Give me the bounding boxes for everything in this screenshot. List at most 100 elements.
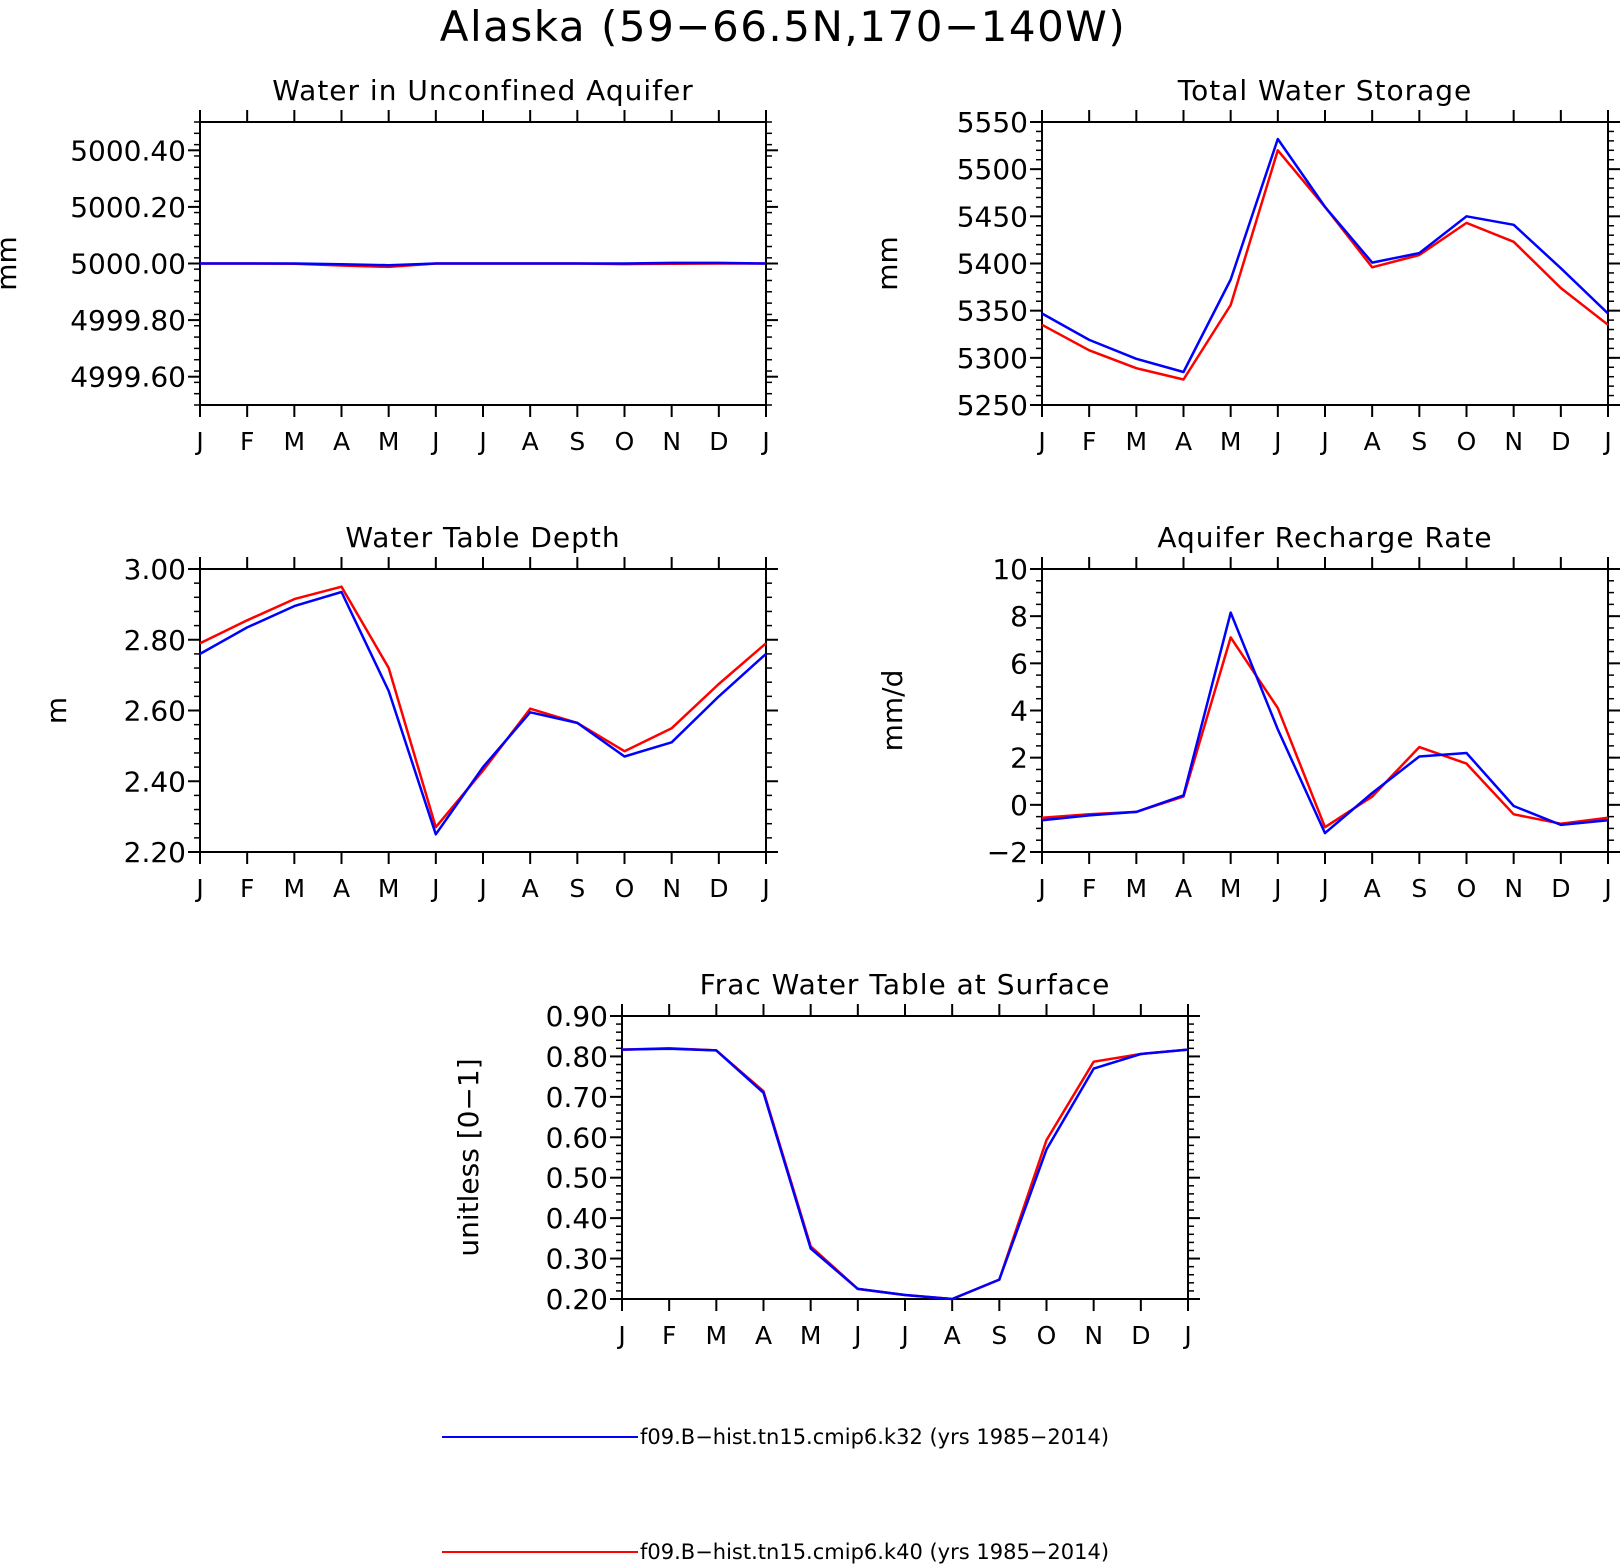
x-tick-label: S [1411, 427, 1427, 456]
series-line-blue [200, 261, 767, 267]
series-line-blue [199, 590, 767, 836]
x-tick-label: J [1182, 1321, 1191, 1350]
x-tick-label: N [1084, 1321, 1103, 1350]
y-tick-label: 6 [1010, 647, 1028, 680]
plot-frame [1041, 121, 1609, 406]
y-tick-label: −2 [987, 836, 1028, 869]
x-tick-label: J [760, 874, 769, 903]
x-tick-label: J [1036, 874, 1045, 903]
x-tick-label: A [1364, 427, 1381, 456]
figure-title: Alaska (59−66.5N,170−140W) [440, 2, 1126, 51]
x-tick-label: J [1272, 427, 1281, 456]
y-tick-label: 0.70 [546, 1081, 608, 1114]
y-tick-label: 2.20 [124, 836, 186, 869]
x-tick-label: M [1126, 427, 1148, 456]
y-axis-label: unitless [0−1] [452, 1058, 485, 1256]
y-tick-label: 0.50 [546, 1162, 608, 1195]
y-tick-label: 2.80 [124, 624, 186, 657]
x-tick-label: J [1036, 427, 1045, 456]
plot-frame [621, 1015, 1189, 1300]
x-tick-label: O [615, 874, 635, 903]
y-axis-label: mm/d [876, 670, 909, 752]
x-tick-label: F [1082, 427, 1096, 456]
legend: f09.B−hist.tn15.cmip6.k32 (yrs 1985−2014… [442, 1425, 1109, 1564]
x-tick-label: A [333, 874, 350, 903]
y-tick-label: 3.00 [124, 553, 186, 586]
x-tick-label: F [240, 874, 254, 903]
y-tick-label: 5400 [957, 248, 1028, 281]
x-tick-label: J [430, 874, 439, 903]
chart-title: Total Water Storage [1177, 74, 1473, 107]
x-tick-label: A [1364, 874, 1381, 903]
y-tick-label: 0.40 [546, 1202, 608, 1235]
y-tick-label: 2.60 [124, 695, 186, 728]
series-line-blue [1041, 137, 1609, 374]
y-tick-label: 5300 [957, 342, 1028, 375]
x-tick-label: M [1220, 874, 1242, 903]
x-tick-label: N [1504, 874, 1523, 903]
y-tick-label: 2 [1010, 742, 1028, 775]
x-tick-label: F [1082, 874, 1096, 903]
x-tick-label: M [800, 1321, 822, 1350]
legend-item: f09.B−hist.tn15.cmip6.k40 (yrs 1985−2014… [442, 1540, 1109, 1564]
panels: J F M A M J J A S O N D J4999.604999.805000.005000.2… [0, 74, 1620, 1350]
x-tick-label: J [194, 427, 203, 456]
x-tick-label: M [1220, 427, 1242, 456]
x-tick-label: M [284, 874, 306, 903]
y-tick-label: 5550 [957, 106, 1028, 139]
y-tick-label: 2.40 [124, 765, 186, 798]
series-line-red [621, 1047, 1189, 1301]
chart-water-unconfined-aquifer: J F M A M J J A S O N D J4999.604999.805000.005000.2… [0, 74, 778, 456]
x-tick-label: N [662, 874, 681, 903]
x-tick-label: M [1126, 874, 1148, 903]
x-tick-label: D [1131, 1321, 1150, 1350]
x-tick-label: F [662, 1321, 676, 1350]
y-tick-label: 0.80 [546, 1040, 608, 1073]
x-tick-label: J [194, 874, 203, 903]
x-tick-label: J [430, 427, 439, 456]
y-tick-label: 5000.00 [70, 248, 186, 281]
x-tick-label: S [569, 874, 585, 903]
x-tick-label: O [1457, 874, 1477, 903]
chart-frac-water-table-surface: J F M A M J J A S O N D J0.200.300.400.500.600.700.8… [452, 968, 1200, 1350]
x-tick-label: J [477, 427, 486, 456]
x-tick-label: A [1175, 427, 1192, 456]
y-tick-label: 0 [1010, 789, 1028, 822]
y-tick-label: 5500 [957, 153, 1028, 186]
series-line-red [199, 585, 767, 829]
series-line-red [1041, 636, 1609, 829]
x-tick-label: J [760, 427, 769, 456]
legend-item: f09.B−hist.tn15.cmip6.k32 (yrs 1985−2014… [442, 1425, 1109, 1449]
x-tick-label: D [1551, 427, 1570, 456]
y-tick-label: 0.20 [546, 1283, 608, 1316]
y-tick-label: 0.30 [546, 1243, 608, 1276]
y-tick-label: 5000.20 [70, 191, 186, 224]
x-tick-label: A [333, 427, 350, 456]
y-tick-label: 5450 [957, 200, 1028, 233]
y-axis-label: mm [0, 236, 23, 291]
legend-label: f09.B−hist.tn15.cmip6.k32 (yrs 1985−2014… [640, 1425, 1109, 1449]
chart-title: Aquifer Recharge Rate [1157, 521, 1492, 554]
x-tick-label: O [1037, 1321, 1057, 1350]
x-tick-label: J [1602, 874, 1611, 903]
y-tick-label: 0.60 [546, 1121, 608, 1154]
x-tick-label: S [991, 1321, 1007, 1350]
y-tick-label: 5250 [957, 389, 1028, 422]
x-tick-label: J [1272, 874, 1281, 903]
y-tick-label: 5350 [957, 295, 1028, 328]
series-line-red [1041, 149, 1609, 381]
x-tick-label: A [522, 874, 539, 903]
x-tick-label: J [477, 874, 486, 903]
y-tick-label: 4999.60 [70, 361, 186, 394]
chart-total-water-storage: J F M A M J J A S O N D J525053005350540054505500555… [871, 74, 1620, 456]
y-tick-label: 8 [1010, 600, 1028, 633]
legend-label: f09.B−hist.tn15.cmip6.k40 (yrs 1985−2014… [640, 1540, 1109, 1564]
x-tick-label: J [1319, 874, 1328, 903]
x-tick-label: A [522, 427, 539, 456]
x-tick-label: N [1504, 427, 1523, 456]
x-tick-label: J [616, 1321, 625, 1350]
x-tick-label: M [706, 1321, 728, 1350]
x-tick-label: D [709, 874, 728, 903]
